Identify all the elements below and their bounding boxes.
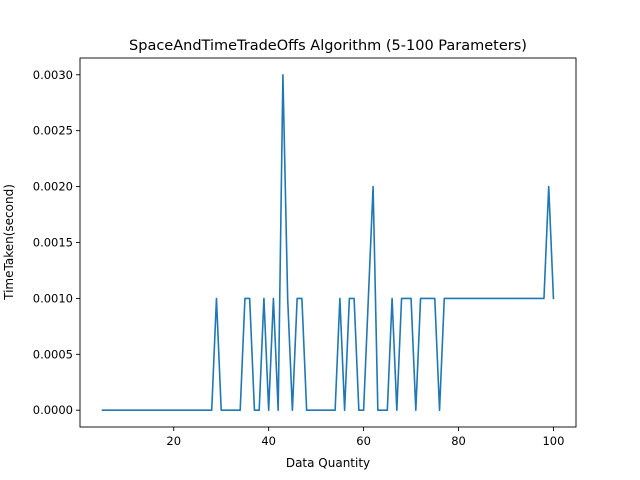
x-tick-label: 20 — [166, 434, 181, 448]
y-tick-label: 0.0030 — [33, 68, 73, 82]
y-tick-label: 0.0015 — [33, 236, 73, 250]
y-tick-label: 0.0025 — [33, 124, 73, 138]
chart-title: SpaceAndTimeTradeOffs Algorithm (5-100 P… — [129, 38, 527, 54]
x-axis-label: Data Quantity — [286, 456, 370, 470]
series-line-0 — [101, 73, 555, 412]
x-tick-label: 40 — [261, 434, 276, 448]
y-axis-label: TimeTaken(second) — [2, 184, 16, 301]
x-tick-label: 80 — [451, 434, 466, 448]
y-tick-label: 0.0020 — [33, 180, 73, 194]
x-tick-label: 100 — [542, 434, 564, 448]
plot-area: 20 40 60 80 100 0.0000 0.0005 0.0010 0.0015 0.002… — [33, 57, 577, 448]
y-tick-label: 0.0000 — [33, 403, 73, 417]
y-tick-label: 0.0005 — [33, 347, 73, 361]
y-tick-label: 0.0010 — [33, 291, 73, 305]
x-tick-label: 60 — [356, 434, 371, 448]
